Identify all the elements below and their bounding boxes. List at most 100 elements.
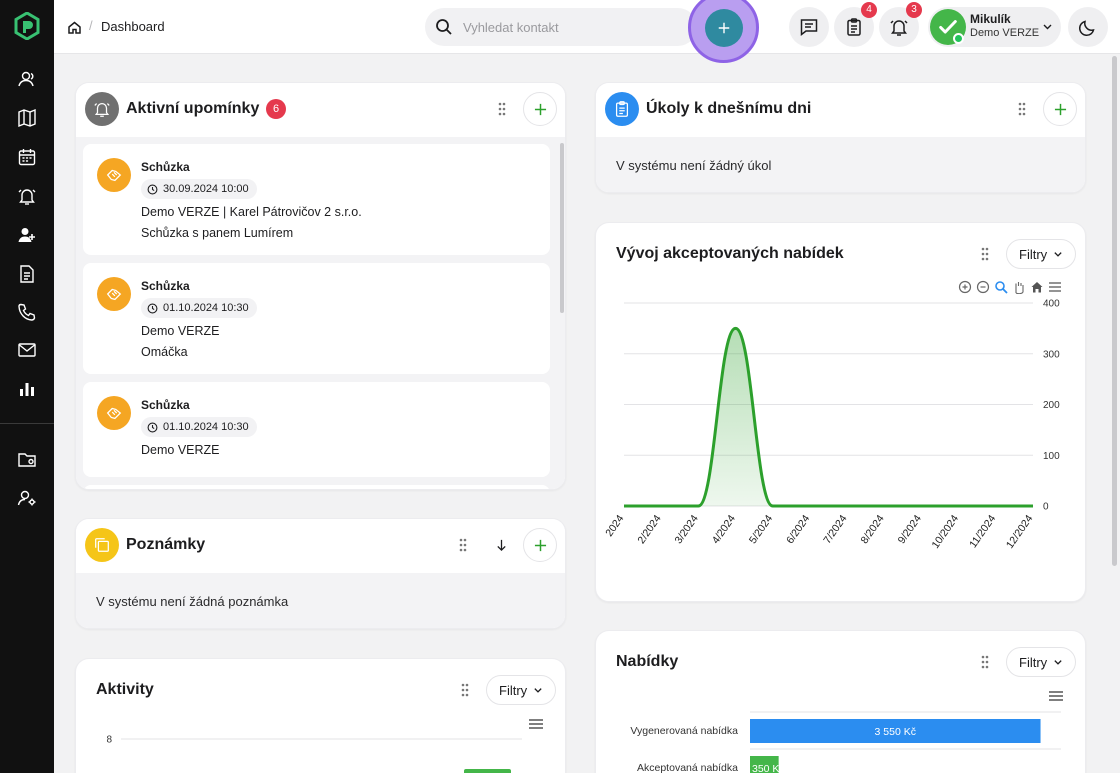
meeting-icon [97, 396, 131, 430]
user-add-icon[interactable] [15, 223, 39, 247]
reminders-list: Schůzka 30.09.2024 10:00 Demo VERZE | Ka… [76, 137, 565, 489]
menu-icon[interactable] [1048, 280, 1062, 294]
list-item[interactable] [83, 485, 550, 489]
notes-icon [85, 528, 119, 562]
add-reminder-button[interactable] [523, 92, 557, 126]
drag-handle-icon[interactable] [460, 683, 470, 697]
pan-hand-icon[interactable] [1012, 280, 1026, 294]
reset-home-icon[interactable] [1030, 280, 1044, 294]
activities-filter-button[interactable]: Filtry [486, 675, 557, 705]
filter-label: Filtry [499, 682, 528, 698]
meeting-icon [97, 158, 131, 192]
folder-icon[interactable] [15, 447, 39, 471]
theme-toggle-button[interactable] [1068, 7, 1108, 47]
contacts-icon[interactable] [15, 67, 39, 91]
notifications-badge: 3 [906, 2, 922, 18]
tasks-title: Úkoly k dnešnímu dni [646, 100, 812, 117]
reminders-count-badge: 6 [266, 99, 286, 119]
add-note-button[interactable] [523, 528, 557, 562]
series-line [623, 326, 1033, 508]
menu-icon[interactable] [528, 718, 544, 730]
drag-handle-icon[interactable] [1017, 102, 1027, 116]
x-tick-label: 4/2024 [710, 513, 738, 546]
list-item[interactable]: Schůzka 30.09.2024 10:00 Demo VERZE | Ka… [83, 144, 550, 255]
home-icon[interactable] [67, 20, 82, 35]
tasks-header: Úkoly k dnešnímu dni [596, 83, 1085, 137]
notes-empty-text: V systému není žádná poznámka [96, 594, 289, 609]
bell-icon[interactable] [15, 184, 39, 208]
bar [464, 769, 511, 773]
y-tick-label: 300 [1043, 349, 1060, 360]
offers-filter-button[interactable]: Filtry [1006, 647, 1077, 677]
drag-handle-icon[interactable] [497, 102, 507, 116]
quick-add-highlight [688, 0, 759, 63]
reminders-header: Aktivní upomínky 6 [76, 83, 565, 137]
chart-icon[interactable] [15, 377, 39, 401]
check-icon [939, 20, 957, 34]
menu-icon[interactable] [1048, 690, 1064, 702]
activities-title: Aktivity [96, 681, 154, 698]
accepted-title: Vývoj akceptovaných nabídek [616, 245, 844, 262]
category-label: Vygenerovaná nabídka [630, 725, 738, 737]
breadcrumb-current[interactable]: Dashboard [101, 19, 165, 34]
reminders-scrollbar[interactable] [560, 143, 564, 313]
bar [750, 719, 1041, 743]
list-item[interactable]: Schůzka 01.10.2024 10:30 Demo VERZE [83, 382, 550, 477]
messages-button[interactable] [789, 7, 829, 47]
zoom-selection-icon[interactable] [994, 280, 1008, 294]
bar-value-label: 3 550 Kč [875, 726, 916, 738]
page-scrollbar[interactable] [1112, 56, 1117, 566]
zoom-out-icon[interactable] [976, 280, 990, 294]
x-tick-label: 11/2024 [967, 513, 998, 550]
accepted-offers-chart: 0 100 200 300 400 2024 2/2024 3/2024 4/2024 5/202… [603, 299, 1060, 551]
accepted-filter-button[interactable]: Filtry [1006, 239, 1077, 269]
user-menu[interactable]: Mikulík Demo VERZE [928, 7, 1061, 47]
plus-icon [534, 539, 546, 551]
reminder-company: Demo VERZE [141, 324, 220, 338]
notifications-button[interactable]: 3 [879, 2, 922, 47]
reminder-title: Schůzka [141, 398, 190, 412]
mail-icon[interactable] [15, 338, 39, 362]
reminder-company: Demo VERZE | Karel Pátrovičov 2 s.r.o. [141, 205, 362, 219]
y-tick-label: 400 [1043, 299, 1060, 310]
reminder-note: Omáčka [141, 345, 188, 359]
user-org: Demo VERZE [970, 27, 1040, 39]
bell-icon [890, 20, 908, 36]
document-icon[interactable] [15, 262, 39, 286]
reminders-title: Aktivní upomínky [126, 100, 260, 117]
zoom-in-icon[interactable] [958, 280, 972, 294]
app-logo[interactable] [14, 12, 40, 40]
list-item[interactable]: Schůzka 01.10.2024 10:30 Demo VERZE Omáč… [83, 263, 550, 374]
y-tick-label: 200 [1043, 400, 1060, 411]
bar-value-label: 350 Kč [752, 763, 785, 773]
drag-handle-icon[interactable] [980, 655, 990, 669]
map-icon[interactable] [15, 106, 39, 130]
chevron-down-icon [1054, 252, 1062, 257]
offers-chart: Vygenerovaná nabídka 3 550 Kč Akceptovaná … [630, 711, 1061, 773]
online-status-dot [953, 33, 964, 44]
y-tick-label: 8 [106, 735, 112, 746]
breadcrumb-separator: / [89, 18, 93, 33]
drag-handle-icon[interactable] [980, 247, 990, 261]
reminder-date: 30.09.2024 10:00 [141, 179, 257, 199]
chart-toolbar [958, 280, 1062, 294]
notes-header: Poznámky [76, 519, 565, 573]
user-settings-icon[interactable] [15, 486, 39, 510]
search-input[interactable] [463, 16, 683, 38]
notes-body: V systému není žádná poznámka [76, 573, 565, 628]
reminder-title: Schůzka [141, 279, 190, 293]
reminder-date-text: 01.10.2024 10:30 [163, 421, 249, 433]
search-box[interactable] [425, 8, 697, 46]
clipboard-icon [605, 92, 639, 126]
y-tick-label: 0 [1043, 502, 1049, 513]
phone-icon[interactable] [15, 300, 39, 324]
quick-add-button[interactable] [704, 8, 743, 47]
accepted-offers-card: Vývoj akceptovaných nabídek Filtry 0 100 2… [595, 222, 1086, 602]
add-task-button[interactable] [1043, 92, 1077, 126]
x-tick-label: 9/2024 [896, 513, 924, 546]
tasks-button[interactable]: 4 [834, 2, 877, 47]
plus-icon [534, 103, 546, 115]
drag-handle-icon[interactable] [458, 538, 468, 552]
calendar-icon[interactable] [15, 145, 39, 169]
sort-button[interactable] [484, 528, 518, 562]
